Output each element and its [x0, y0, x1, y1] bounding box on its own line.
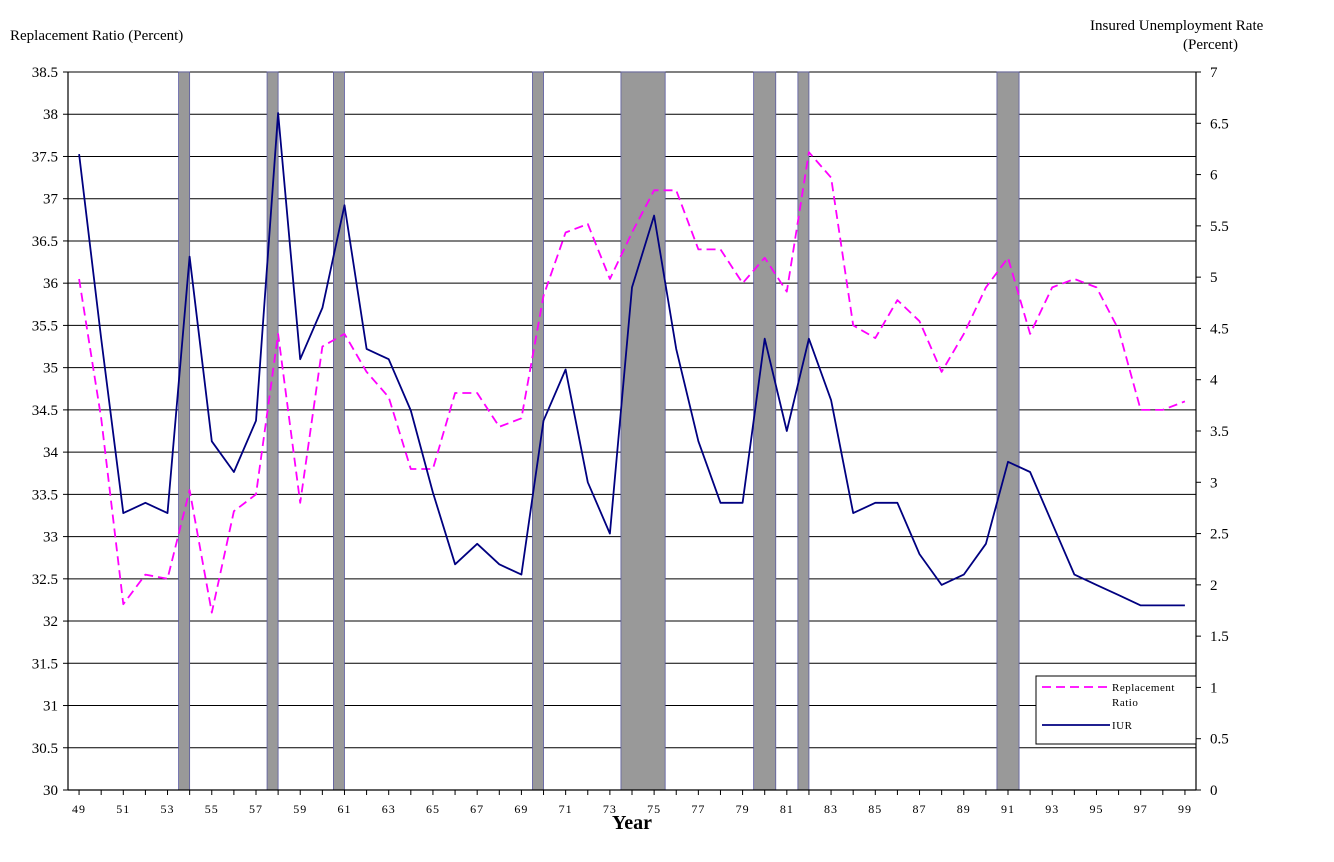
right-axis-title-line2: (Percent) — [1183, 37, 1238, 53]
x-tick-label: 77 — [691, 802, 705, 816]
recession-band — [333, 71, 345, 791]
recession-band — [178, 71, 191, 791]
right-axis-title-line1: Insured Unemployment Rate — [1090, 18, 1264, 34]
x-tick-label: 65 — [426, 802, 440, 816]
x-tick-label: 91 — [1001, 802, 1015, 816]
x-tick-label: 59 — [293, 802, 307, 816]
y-right-tick-label: 6 — [1210, 168, 1218, 184]
x-tick-label: 49 — [72, 802, 86, 816]
y-left-tick-label: 32.5 — [32, 572, 58, 588]
y-left-tick-label: 38 — [43, 107, 58, 123]
y-left-tick-label: 37 — [43, 192, 59, 208]
y-right-tick-label: 2 — [1210, 578, 1218, 594]
y-right-tick-label: 0.5 — [1210, 732, 1229, 748]
x-tick-label: 61 — [337, 802, 351, 816]
x-tick-label: 63 — [382, 802, 396, 816]
y-left-tick-label: 37.5 — [32, 149, 58, 165]
y-left-tick-label: 34.5 — [32, 403, 58, 419]
x-tick-label: 75 — [647, 802, 661, 816]
y-right-tick-label: 4 — [1210, 373, 1218, 389]
x-tick-label: 55 — [205, 802, 219, 816]
y-right-tick-label: 6.5 — [1210, 116, 1229, 132]
y-left-tick-label: 36.5 — [32, 234, 58, 250]
x-tick-label: 99 — [1178, 802, 1192, 816]
y-left-tick-label: 31.5 — [32, 656, 58, 672]
x-tick-label: 97 — [1134, 802, 1148, 816]
x-tick-label: 93 — [1045, 802, 1059, 816]
y-left-tick-label: 35.5 — [32, 318, 58, 334]
y-right-tick-label: 1 — [1210, 680, 1218, 696]
x-tick-label: 79 — [736, 802, 750, 816]
x-tick-label: 67 — [470, 802, 484, 816]
y-right-tick-label: 5.5 — [1210, 219, 1229, 235]
x-tick-label: 71 — [559, 802, 573, 816]
y-left-tick-label: 30 — [43, 783, 58, 799]
y-left-tick-label: 34 — [43, 445, 59, 461]
y-right-tick-label: 1.5 — [1210, 629, 1229, 645]
y-left-tick-label: 36 — [43, 276, 59, 292]
y-left-tick-label: 30.5 — [32, 741, 58, 757]
y-left-tick-label: 33.5 — [32, 487, 58, 503]
y-right-tick-label: 3.5 — [1210, 424, 1229, 440]
y-right-tick-label: 0 — [1210, 783, 1218, 799]
x-tick-label: 53 — [161, 802, 175, 816]
y-left-tick-label: 35 — [43, 361, 58, 377]
recession-band — [620, 71, 666, 791]
y-right-tick-label: 2.5 — [1210, 527, 1229, 543]
x-tick-label: 81 — [780, 802, 794, 816]
x-tick-label: 69 — [514, 802, 528, 816]
x-tick-label: 87 — [913, 802, 927, 816]
y-left-tick-label: 31 — [43, 699, 58, 715]
x-axis-title: Year — [612, 812, 652, 834]
y-left-tick-label: 38.5 — [32, 65, 58, 81]
y-right-tick-label: 3 — [1210, 475, 1218, 491]
x-tick-label: 85 — [868, 802, 882, 816]
x-tick-label: 51 — [116, 802, 130, 816]
iur-line — [78, 112, 1185, 607]
x-tick-label: 73 — [603, 802, 617, 816]
y-left-tick-label: 33 — [43, 530, 58, 546]
legend-replacement-label: Replacement Ratio — [1112, 682, 1175, 709]
recession-band — [753, 71, 777, 791]
x-tick-label: 83 — [824, 802, 838, 816]
legend-iur-label: IUR — [1112, 720, 1133, 732]
recession-band — [996, 71, 1020, 791]
x-tick-label: 57 — [249, 802, 263, 816]
x-tick-label: 89 — [957, 802, 971, 816]
x-tick-label: 95 — [1089, 802, 1103, 816]
y-left-tick-label: 32 — [43, 614, 58, 630]
left-axis-title: Replacement Ratio (Percent) — [10, 28, 184, 44]
y-right-tick-label: 7 — [1210, 65, 1218, 81]
recession-band — [797, 71, 810, 791]
y-right-tick-label: 4.5 — [1210, 321, 1229, 337]
replacement-ratio-line — [78, 151, 1186, 614]
y-right-tick-label: 5 — [1210, 270, 1218, 286]
